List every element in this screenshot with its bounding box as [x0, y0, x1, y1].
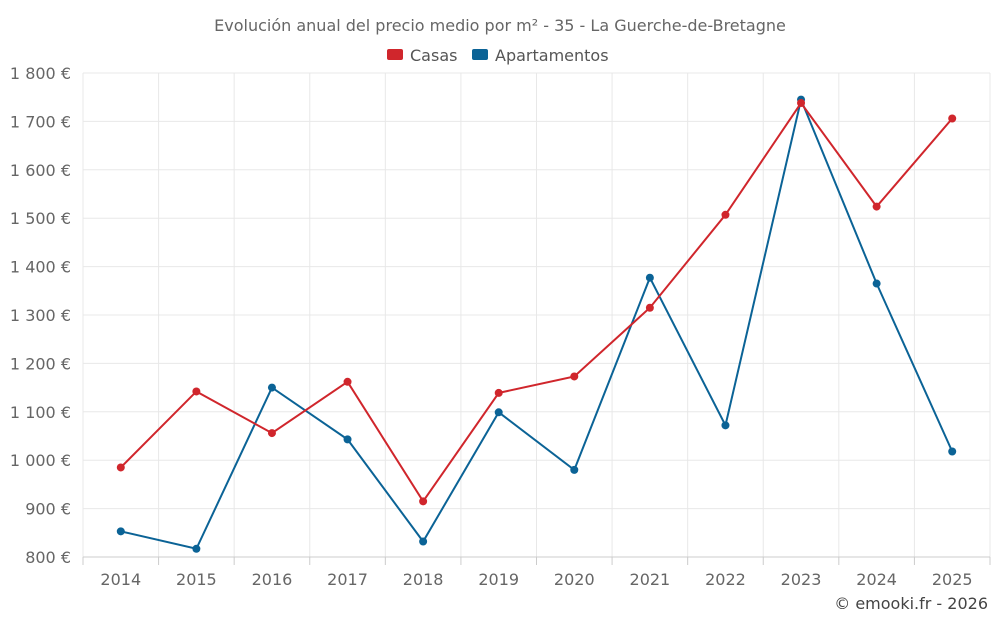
y-tick-label: 800 €	[25, 548, 71, 567]
data-point-casas[interactable]	[343, 377, 352, 386]
y-tick-label: 1 400 €	[10, 258, 71, 277]
legend-label-casas: Casas	[410, 46, 457, 65]
data-point-apartamentos[interactable]	[494, 408, 503, 417]
data-point-apartamentos[interactable]	[419, 537, 428, 546]
data-point-casas[interactable]	[570, 372, 579, 381]
grid-layer	[82, 72, 991, 558]
legend-label-apartamentos: Apartamentos	[495, 46, 609, 65]
data-point-apartamentos[interactable]	[721, 421, 730, 430]
data-point-apartamentos[interactable]	[116, 527, 125, 536]
data-point-apartamentos[interactable]	[267, 383, 276, 392]
series-line-apartamentos	[120, 96, 954, 550]
series-layer	[116, 95, 957, 553]
data-point-casas[interactable]	[721, 210, 730, 219]
data-point-casas[interactable]	[948, 114, 957, 123]
y-tick-label: 1 800 €	[10, 64, 71, 83]
data-point-casas[interactable]	[267, 429, 276, 438]
data-point-casas[interactable]	[872, 202, 881, 211]
chart-title: Evolución anual del precio medio por m² …	[214, 16, 786, 35]
credit-text: © emooki.fr - 2026	[834, 594, 988, 613]
data-point-casas[interactable]	[494, 388, 503, 397]
legend-item-casas[interactable]: Casas	[387, 46, 457, 65]
legend-item-apartamentos[interactable]: Apartamentos	[472, 46, 609, 65]
x-tick-label: 2014	[100, 570, 141, 589]
y-tick-label: 1 600 €	[10, 161, 71, 180]
data-point-casas[interactable]	[192, 387, 201, 396]
data-point-apartamentos[interactable]	[872, 279, 881, 288]
data-point-casas[interactable]	[797, 99, 806, 108]
x-tick-label: 2022	[705, 570, 746, 589]
data-point-casas[interactable]	[645, 303, 654, 312]
data-point-apartamentos[interactable]	[192, 544, 201, 553]
legend-swatch-apartamentos	[472, 49, 488, 60]
x-tick-label: 2015	[176, 570, 217, 589]
axis-layer: 800 € 900 € 1 000 € 1 100 € 1 200 € 1 300 € 1 …	[10, 64, 991, 589]
x-tick-label: 2023	[781, 570, 822, 589]
y-tick-label: 1 300 €	[10, 306, 71, 325]
x-tick-label: 2025	[932, 570, 973, 589]
x-tick-label: 2018	[403, 570, 444, 589]
x-tick-label: 2017	[327, 570, 368, 589]
y-tick-label: 1 500 €	[10, 209, 71, 228]
data-point-casas[interactable]	[116, 463, 125, 472]
data-point-casas[interactable]	[419, 497, 428, 506]
data-point-apartamentos[interactable]	[645, 273, 654, 282]
y-tick-label: 900 €	[25, 500, 71, 519]
data-point-apartamentos[interactable]	[343, 435, 352, 444]
y-tick-label: 1 700 €	[10, 112, 71, 131]
data-point-apartamentos[interactable]	[570, 465, 579, 474]
x-tick-label: 2021	[630, 570, 671, 589]
x-tick-label: 2024	[856, 570, 897, 589]
legend: Casas Apartamentos	[387, 46, 609, 65]
y-tick-label: 1 200 €	[10, 354, 71, 373]
legend-swatch-casas	[387, 49, 403, 60]
data-point-apartamentos[interactable]	[948, 447, 957, 456]
y-tick-label: 1 000 €	[10, 451, 71, 470]
y-tick-label: 1 100 €	[10, 403, 71, 422]
series-line-casas	[120, 101, 953, 504]
x-tick-label: 2019	[478, 570, 519, 589]
x-tick-label: 2016	[252, 570, 293, 589]
x-tick-label: 2020	[554, 570, 595, 589]
